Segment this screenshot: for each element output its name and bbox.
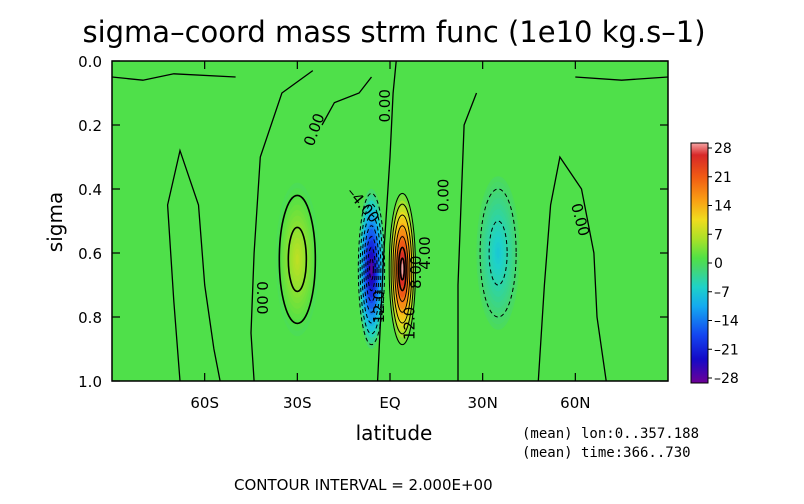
contour-line [392, 214, 413, 324]
contour-label: –12.0 [370, 290, 388, 331]
contour-line [390, 203, 415, 335]
zero-contour [457, 92, 478, 381]
x-tick-label: 30S [283, 394, 312, 412]
zero-contour [250, 70, 314, 381]
contour-line [363, 225, 380, 313]
x-axis: 60S 30S EQ 30N 60N [190, 61, 590, 412]
contour-line [399, 257, 406, 281]
y-tick-label: 1.0 [78, 373, 102, 391]
colorbar-tick-label: 14 [714, 199, 732, 215]
contour-line [394, 225, 411, 313]
annotation-time: (mean) time:366..730 [522, 445, 691, 461]
x-axis-label: latitude [356, 421, 433, 445]
y-axis: 0.0 0.2 0.4 0.6 0.8 1.0 [78, 53, 668, 391]
y-tick-label: 0.0 [78, 53, 102, 71]
contour-label: 8.00 [407, 255, 425, 288]
contour-interval: CONTOUR INTERVAL = 2.000E+00 [234, 476, 493, 494]
contour-line [278, 194, 317, 325]
colorbar-tick-label: 0 [714, 256, 723, 272]
contour-label: 0.00 [376, 89, 394, 122]
contour-line [397, 246, 407, 292]
colorbar-tick-label: –7 [714, 285, 730, 301]
plot-background [112, 61, 668, 381]
zero-contour [166, 148, 221, 381]
circulation-cell [476, 176, 520, 330]
contour-line [388, 192, 417, 346]
zero-contour [575, 76, 668, 81]
cell-fill-level [295, 253, 299, 265]
contour-line [287, 226, 308, 293]
contour-line [357, 192, 386, 346]
colorbar-gradient [690, 142, 709, 384]
contour-line [479, 188, 517, 318]
contour-line [365, 236, 378, 302]
colorbar-tick-label: –28 [714, 371, 739, 387]
zero-contour [112, 73, 236, 81]
colorbar-tick-label: 28 [714, 141, 732, 157]
zero-contour [376, 61, 397, 381]
annotation-lon: (mean) lon:0..357.188 [522, 426, 699, 442]
colorbar: 28 21 14 7 0 –7 –14 –21 –28 [690, 141, 739, 387]
colorbar-tick-label: –21 [714, 342, 739, 358]
plot-area: 0.00–4.000.000.000.000.008.004.0012.0–12… [111, 60, 669, 382]
contour-line [369, 257, 374, 281]
circulation-cell [275, 182, 319, 337]
zero-contour [537, 155, 607, 381]
colorbar-tick-label: 7 [714, 227, 723, 243]
contour-label: 0.00 [253, 281, 271, 314]
x-tick-label: EQ [379, 394, 400, 412]
y-axis-label: sigma [43, 192, 67, 252]
colorbar-tick-label: 21 [714, 170, 732, 186]
x-tick-label: 60N [560, 394, 590, 412]
colorbar-tick-label: –14 [714, 314, 739, 330]
y-tick-label: 0.8 [78, 309, 102, 327]
contour-line [367, 246, 376, 292]
cell-fill-level [496, 247, 500, 259]
y-tick-label: 0.4 [78, 181, 102, 199]
contour-label: 0.00 [435, 179, 453, 212]
y-tick-label: 0.2 [78, 117, 102, 135]
contour-line [361, 214, 382, 324]
x-tick-label: 60S [190, 394, 219, 412]
contour-line [488, 220, 508, 286]
contour-label: 4.00 [416, 236, 434, 269]
y-tick-label: 0.6 [78, 245, 102, 263]
cell-fill-level [370, 263, 373, 275]
chart-title: sigma–coord mass strm func (1e10 kg.s–1) [82, 15, 705, 49]
x-tick-label: 30N [468, 394, 498, 412]
zero-contour [321, 76, 373, 126]
cell-fill-level [401, 263, 404, 275]
contour-label: 12.0 [401, 307, 419, 340]
contour-line [396, 236, 409, 302]
